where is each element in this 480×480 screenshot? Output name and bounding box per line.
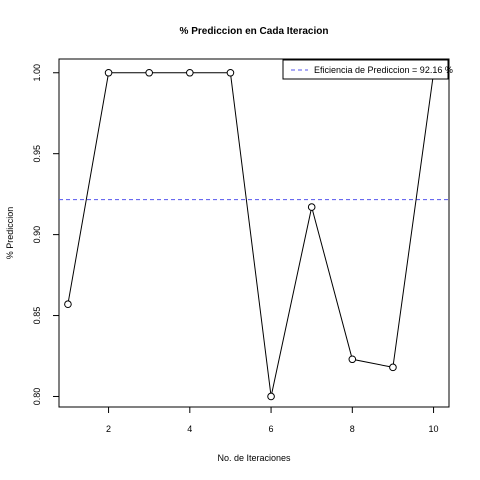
data-point: [64, 300, 72, 309]
data-point: [104, 68, 113, 77]
plot-area-frame: [58, 58, 450, 408]
legend: Eficiencia de Prediccion = 92.16 %: [282, 59, 453, 80]
x-tick-label: 2: [106, 424, 111, 434]
x-axis: 2 4 6 8 10: [106, 407, 439, 434]
x-tick-label: 6: [269, 424, 274, 434]
y-tick-label: 0.90: [32, 226, 42, 244]
y-axis: 0.80 0.85 0.90 0.95 1.00: [32, 64, 59, 405]
legend-box: [282, 59, 449, 80]
data-point: [186, 68, 194, 77]
y-tick-label: 1.00: [32, 64, 42, 82]
x-axis-label: No. de Iteraciones: [217, 453, 291, 463]
data-point: [145, 68, 153, 77]
data-point: [267, 392, 275, 401]
y-tick-label: 0.80: [32, 388, 42, 406]
data-point: [226, 68, 235, 77]
data-point: [307, 203, 316, 211]
series-line: [67, 72, 435, 397]
y-axis-label: % Prediccion: [5, 207, 15, 260]
data-point: [348, 355, 357, 364]
legend-entry: Eficiencia de Prediccion = 92.16 %: [314, 65, 453, 75]
chart-title: % Prediccion en Cada Iteracion: [180, 26, 329, 37]
x-tick-label: 8: [350, 424, 355, 434]
data-point: [389, 363, 397, 372]
x-tick-label: 4: [187, 424, 192, 434]
y-tick-label: 0.95: [32, 145, 42, 163]
x-tick-label: 10: [429, 424, 439, 434]
y-tick-label: 0.85: [32, 307, 42, 325]
